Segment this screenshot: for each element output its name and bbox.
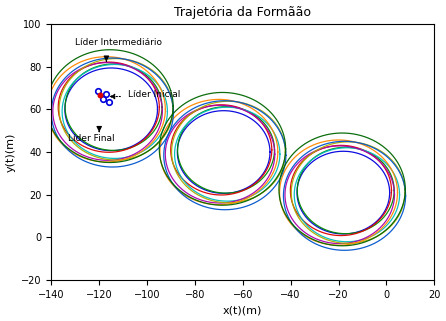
Title: Trajetória da Formãão: Trajetória da Formãão	[174, 5, 311, 19]
X-axis label: x(t)(m): x(t)(m)	[223, 306, 263, 316]
Text: Líder Final: Líder Final	[68, 134, 115, 143]
Text: Líder Inicial: Líder Inicial	[128, 90, 180, 99]
Text: Líder Intermediário: Líder Intermediário	[75, 38, 162, 47]
Y-axis label: y(t)(m): y(t)(m)	[5, 132, 16, 172]
